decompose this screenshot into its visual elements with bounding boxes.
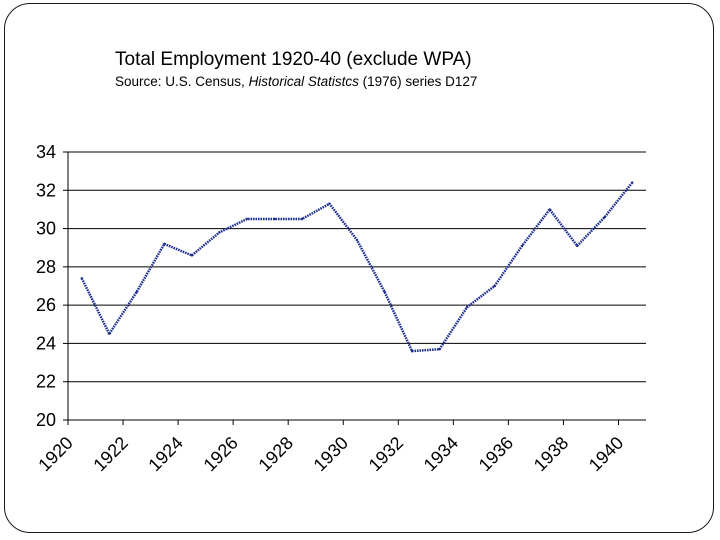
x-tick-label-1924: 1924 [144, 433, 186, 475]
x-tick-label-1938: 1938 [530, 433, 572, 475]
data-point-1940 [631, 181, 634, 184]
chart-subtitle: Source: U.S. Census, Historical Statistc… [115, 74, 477, 89]
x-tick-label-1930: 1930 [310, 433, 352, 475]
data-point-1935 [493, 284, 496, 288]
data-point-1920 [80, 277, 83, 280]
data-point-1933 [438, 347, 441, 351]
x-tick-label-1932: 1932 [365, 433, 407, 475]
data-point-1929 [328, 202, 331, 205]
y-tick-label-32: 32 [36, 180, 56, 200]
data-point-1928 [300, 217, 304, 221]
data-point-1924 [190, 254, 194, 257]
x-tick-label-1920: 1920 [34, 433, 76, 475]
y-tick-label-28: 28 [36, 257, 56, 277]
data-point-1931 [383, 290, 386, 293]
subtitle-italic: Historical Statistcs [249, 74, 360, 89]
data-point-1921 [108, 332, 111, 336]
data-point-1932 [410, 349, 414, 353]
data-point-1936 [520, 244, 524, 247]
data-point-1925 [218, 231, 221, 234]
subtitle-prefix: Source: U.S. Census, [115, 74, 249, 89]
y-tick-label-24: 24 [36, 333, 56, 353]
subtitle-suffix: (1976) series D127 [359, 74, 478, 89]
x-tick-label-1934: 1934 [420, 433, 462, 475]
series [80, 181, 634, 353]
x-tick-label-1940: 1940 [585, 433, 627, 475]
data-point-1939 [603, 215, 606, 219]
axes [63, 151, 646, 425]
data-point-1923 [163, 242, 166, 246]
y-tick-label-26: 26 [36, 295, 56, 315]
data-point-1922 [135, 290, 139, 293]
x-tick-label-1926: 1926 [200, 433, 242, 475]
chart-title: Total Employment 1920-40 (exclude WPA) [115, 49, 472, 70]
data-point-1927 [273, 217, 276, 221]
y-tick-label-20: 20 [36, 410, 56, 430]
data-point-1930 [355, 238, 359, 242]
data-point-1937 [548, 208, 551, 211]
x-tick-label-1928: 1928 [255, 433, 297, 475]
y-axis-ticks: 20 22 24 26 28 30 32 34 [36, 142, 56, 430]
data-point-1938 [575, 244, 579, 247]
data-point-1926 [245, 217, 249, 221]
data-point-1934 [465, 305, 469, 309]
x-tick-label-1936: 1936 [475, 433, 517, 475]
slide-frame [4, 3, 714, 533]
x-tick-label-1922: 1922 [89, 433, 131, 475]
y-tick-label-22: 22 [36, 372, 56, 392]
y-tick-label-34: 34 [36, 142, 56, 162]
grid [68, 151, 646, 383]
y-tick-label-30: 30 [36, 219, 56, 239]
x-axis-ticks: 1920 1922 1924 1926 1928 1930 1932 1934 1936 1938… [34, 433, 627, 475]
